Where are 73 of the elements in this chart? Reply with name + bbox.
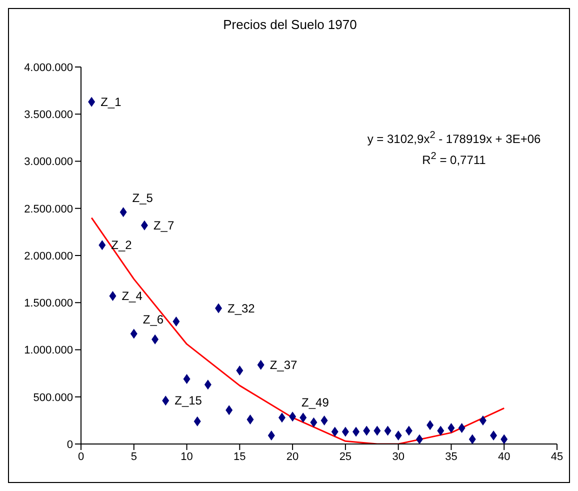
annotation: Z_49 bbox=[302, 396, 330, 410]
point bbox=[278, 412, 286, 423]
y-tick-label: 4.000.000 bbox=[24, 62, 73, 74]
point bbox=[394, 430, 402, 441]
point bbox=[204, 380, 212, 390]
chart-title: Precios del Suelo 1970 bbox=[222, 17, 358, 32]
point bbox=[194, 416, 201, 426]
x-tick-label: 25 bbox=[339, 450, 352, 463]
point bbox=[437, 426, 444, 436]
y-tick-label: 2.500.000 bbox=[24, 203, 73, 216]
x-tick-label: 35 bbox=[445, 450, 458, 463]
point bbox=[257, 360, 264, 370]
point bbox=[405, 426, 412, 436]
point bbox=[384, 426, 392, 436]
point bbox=[98, 240, 106, 250]
annotation: Z_15 bbox=[174, 394, 202, 408]
annotation: y = 3102,9x$^{2}$ - 178919x + 3E+06 bbox=[366, 129, 542, 148]
y-tick-label: 2.000.000 bbox=[24, 250, 73, 262]
point bbox=[342, 426, 349, 437]
point bbox=[215, 303, 222, 314]
point bbox=[268, 430, 275, 441]
point bbox=[320, 415, 328, 426]
point bbox=[479, 415, 486, 426]
x-tick-label: 5 bbox=[130, 450, 137, 463]
x-tick-label: 15 bbox=[234, 450, 246, 463]
point bbox=[236, 365, 244, 376]
x-tick-label: 20 bbox=[286, 450, 299, 463]
line-series bbox=[90, 217, 505, 444]
annotation: Z_5 bbox=[132, 191, 154, 206]
point bbox=[448, 422, 455, 433]
point bbox=[130, 328, 138, 339]
point bbox=[352, 426, 360, 437]
point bbox=[140, 220, 148, 230]
annotation: Z_4 bbox=[122, 289, 143, 304]
point bbox=[183, 374, 190, 384]
point bbox=[490, 430, 498, 441]
annotation: Z_7 bbox=[153, 218, 174, 232]
point bbox=[426, 420, 434, 430]
point bbox=[88, 96, 96, 107]
x-tick-label: 0 bbox=[78, 450, 84, 463]
y-tick-label: 1.000.000 bbox=[24, 344, 73, 357]
point bbox=[172, 316, 180, 326]
point bbox=[310, 417, 318, 428]
y-tick-label: 3.000.000 bbox=[24, 156, 73, 168]
x-tick-label: 45 bbox=[550, 450, 564, 463]
point bbox=[374, 426, 381, 436]
point bbox=[300, 412, 307, 423]
x-tick-label: 40 bbox=[498, 450, 510, 463]
point bbox=[226, 405, 233, 416]
point bbox=[500, 434, 508, 444]
y-tick-label: 1.500.000 bbox=[24, 298, 73, 310]
point bbox=[162, 396, 170, 406]
point bbox=[109, 291, 116, 302]
point bbox=[468, 434, 476, 444]
y-tick-label: 500.000 bbox=[33, 392, 73, 404]
point bbox=[458, 422, 466, 433]
y-tick-label: 3.500.000 bbox=[24, 109, 73, 122]
point bbox=[152, 334, 159, 344]
annotation: Z_2 bbox=[111, 238, 132, 252]
annotation: Z_6 bbox=[142, 312, 164, 327]
annotation: Z_37 bbox=[270, 358, 298, 372]
annotation: Z_32 bbox=[228, 301, 256, 316]
point bbox=[246, 414, 254, 424]
point bbox=[331, 426, 338, 437]
point bbox=[120, 207, 127, 218]
y-tick-label: 0 bbox=[66, 438, 73, 451]
annotation: Z_1 bbox=[100, 94, 122, 109]
x-tick-label: 10 bbox=[180, 450, 193, 463]
x-tick-label: 30 bbox=[392, 450, 404, 463]
point bbox=[289, 412, 296, 422]
point bbox=[416, 434, 423, 444]
point bbox=[363, 426, 370, 436]
annotation: R$^{2}$ = 0,7711 bbox=[421, 150, 487, 169]
